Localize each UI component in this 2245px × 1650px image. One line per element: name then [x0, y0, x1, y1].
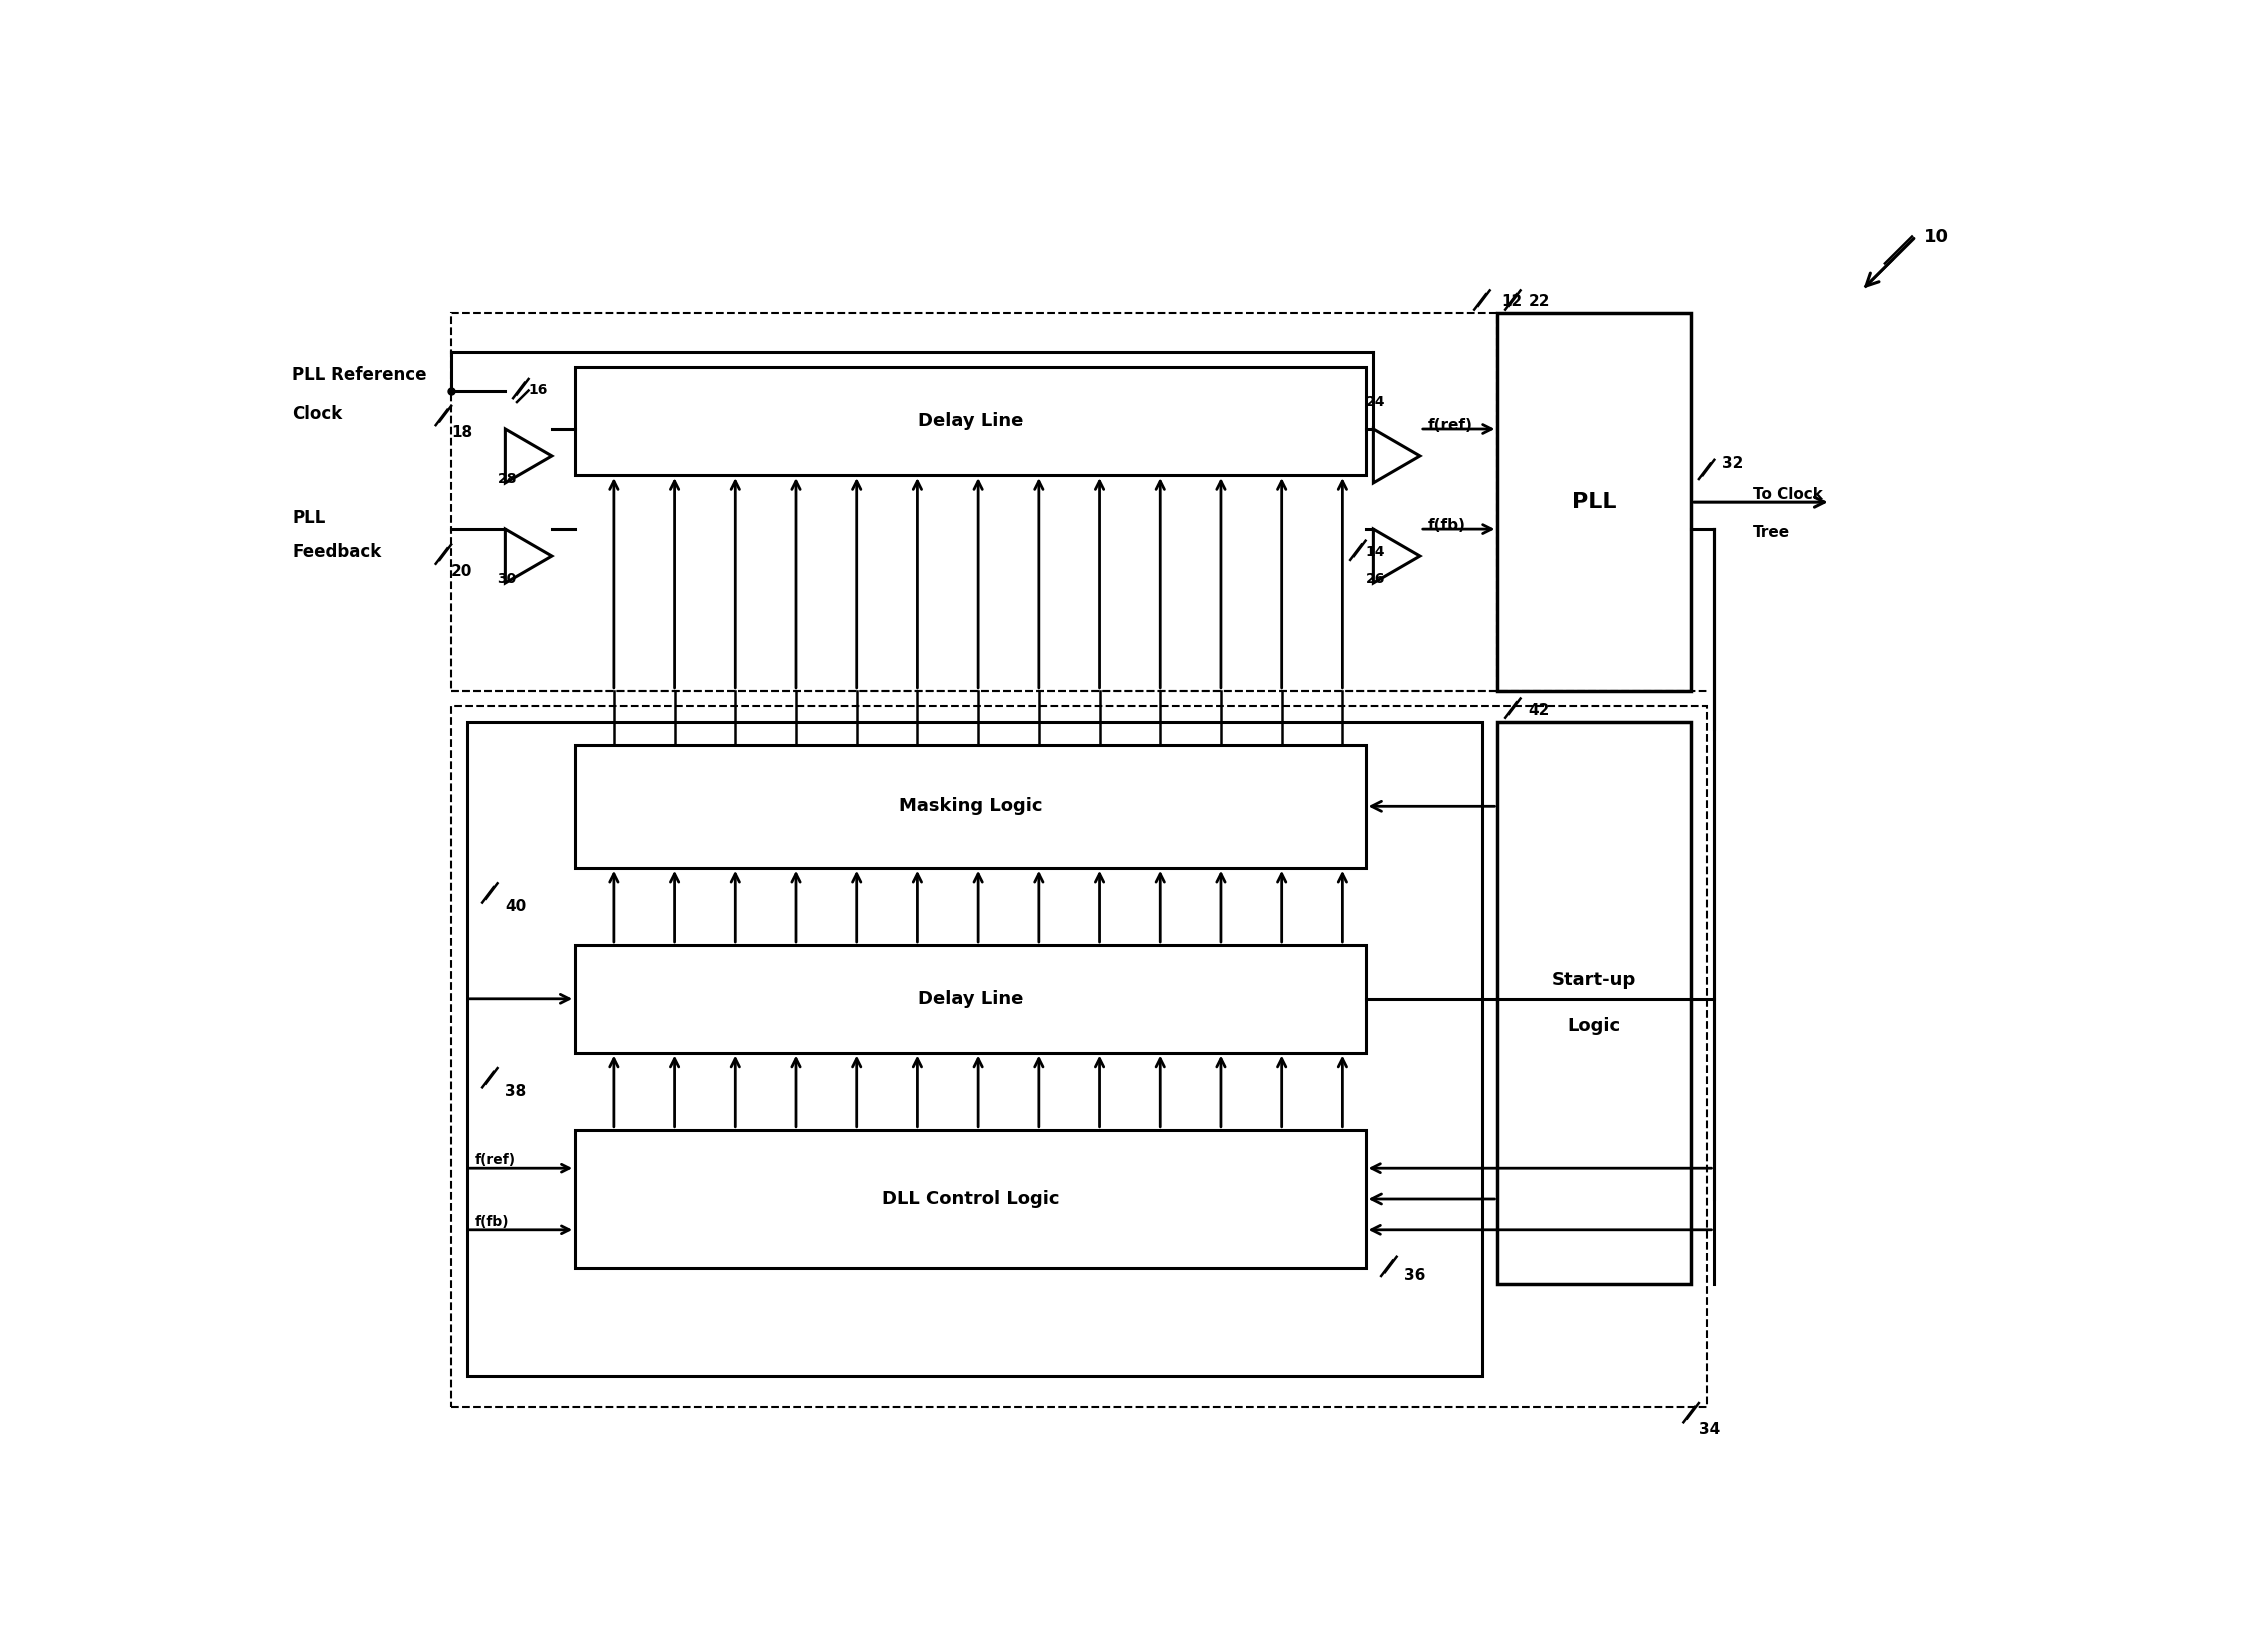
Text: Logic: Logic — [1567, 1016, 1621, 1035]
Bar — [575, 744, 1365, 868]
Bar — [575, 1130, 1365, 1269]
Text: PLL: PLL — [1572, 492, 1616, 512]
Text: 32: 32 — [1722, 455, 1744, 472]
Text: f(fb): f(fb) — [1428, 518, 1466, 533]
Text: 20: 20 — [451, 564, 471, 579]
Text: 24: 24 — [1365, 394, 1385, 409]
Text: To Clock: To Clock — [1753, 487, 1823, 502]
Text: Masking Logic: Masking Logic — [898, 797, 1042, 815]
Bar — [1497, 721, 1690, 1284]
Text: 34: 34 — [1699, 1422, 1720, 1437]
Text: 14: 14 — [1365, 544, 1385, 559]
Text: 36: 36 — [1405, 1269, 1426, 1284]
Text: 42: 42 — [1529, 703, 1549, 718]
Text: PLL Reference: PLL Reference — [292, 366, 427, 384]
Text: 18: 18 — [451, 426, 471, 441]
Bar — [467, 721, 1482, 1376]
Bar — [451, 706, 1706, 1407]
Text: Delay Line: Delay Line — [918, 412, 1024, 431]
Text: 10: 10 — [1924, 228, 1949, 246]
Text: Delay Line: Delay Line — [918, 990, 1024, 1008]
Text: 40: 40 — [505, 899, 528, 914]
Bar — [451, 314, 1497, 691]
Text: Start-up: Start-up — [1551, 970, 1637, 988]
Bar — [1497, 314, 1690, 691]
Text: PLL: PLL — [292, 508, 326, 526]
Bar — [575, 945, 1365, 1053]
Text: f(ref): f(ref) — [474, 1153, 516, 1168]
Text: 30: 30 — [498, 573, 516, 586]
Text: 22: 22 — [1529, 294, 1549, 310]
Text: 26: 26 — [1365, 573, 1385, 586]
Text: f(ref): f(ref) — [1428, 417, 1473, 432]
Text: 28: 28 — [498, 472, 516, 487]
Text: Tree: Tree — [1753, 525, 1789, 541]
Text: 16: 16 — [528, 383, 548, 398]
Text: Feedback: Feedback — [292, 543, 382, 561]
Text: Clock: Clock — [292, 404, 343, 422]
Text: f(fb): f(fb) — [474, 1214, 510, 1229]
Text: DLL Control Logic: DLL Control Logic — [882, 1190, 1060, 1208]
Text: 38: 38 — [505, 1084, 528, 1099]
Bar — [575, 368, 1365, 475]
Text: 12: 12 — [1502, 294, 1522, 310]
